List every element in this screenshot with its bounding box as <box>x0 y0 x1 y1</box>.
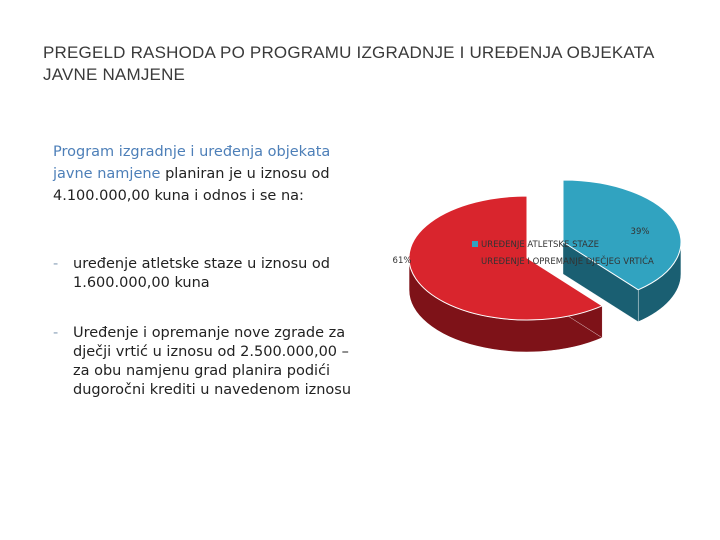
legend-swatch <box>472 258 478 264</box>
bullet-marker: - <box>53 256 59 272</box>
bullet-text: uređenje atletske staze u iznosu od 1.60… <box>73 256 330 291</box>
slide-title: PREGELD RASHODA PO PROGRAMU IZGRADNJE I … <box>43 43 654 84</box>
intro-highlight: Program izgradnje i uređenja objekata ja… <box>53 144 331 182</box>
bullet-item-atletska-staza: - uređenje atletske staze u iznosu od 1.… <box>53 255 353 293</box>
pie-data-label: 61% <box>393 256 412 266</box>
intro-paragraph: Program izgradnje i uređenja objekata ja… <box>53 141 353 207</box>
pie-slice-ure-enje-i-opremanje-dje-jeg-vrti-a <box>408 195 604 321</box>
bullet-list: - uređenje atletske staze u iznosu od 1.… <box>53 255 353 400</box>
legend-label: UREĐENJE ATLETSKE STAZE <box>481 240 599 250</box>
bullet-marker: - <box>53 325 59 341</box>
bullet-text: Uređenje i opremanje nove zgrade za dječ… <box>73 325 352 398</box>
intro-text: planiran je u iznosu od 4.100.000,00 kun… <box>53 166 330 204</box>
pie-data-label: 39% <box>631 227 650 237</box>
legend-label: UREĐENJE I OPREMANJE DJEČJEG VRTIĆA <box>481 255 654 267</box>
legend-swatch <box>472 241 478 247</box>
bullet-item-vrtic: - Uređenje i opremanje nove zgrade za dj… <box>53 324 353 400</box>
pie-slice-ure-enje-atletske-staze <box>562 179 682 291</box>
